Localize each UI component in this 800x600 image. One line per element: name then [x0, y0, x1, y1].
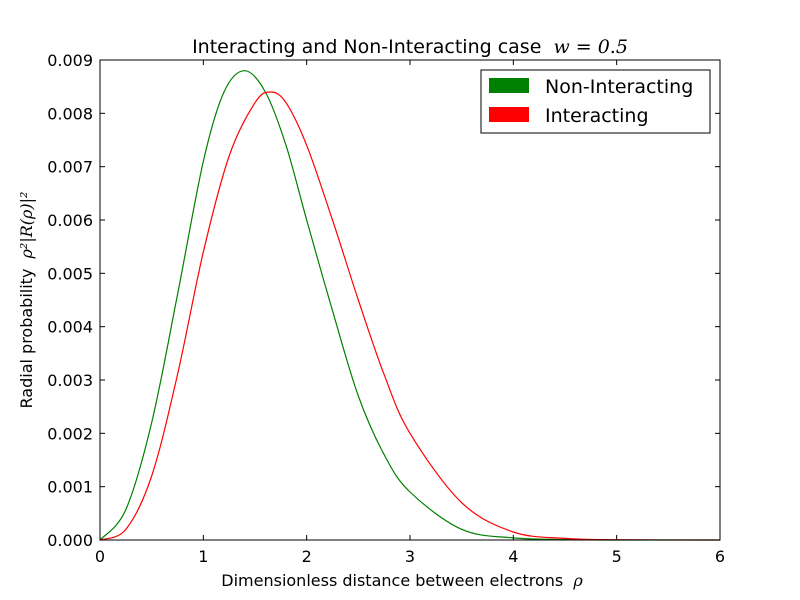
plot-area [100, 60, 720, 540]
y-axis-label: Radial probability ρ²|R(ρ)|² [17, 192, 36, 409]
y-tick-label: 0.006 [47, 211, 93, 230]
legend-swatch-interacting [489, 107, 529, 122]
legend-swatch-non-interacting [489, 78, 529, 93]
chart-title-math: w = 0.5 [553, 36, 627, 58]
series-line-interacting [99, 91, 721, 541]
legend-label-interacting: Interacting [545, 105, 649, 127]
y-tick-label: 0.009 [47, 51, 93, 70]
x-axis-label: Dimensionless distance between electrons… [221, 571, 583, 590]
y-axis-label-text: Radial probability [17, 269, 36, 409]
x-tick-label: 0 [95, 547, 105, 566]
x-tick-label: 3 [405, 547, 415, 566]
y-tick-label: 0.003 [47, 371, 93, 390]
y-tick-label: 0.008 [47, 104, 93, 123]
x-tick-label: 6 [715, 547, 725, 566]
x-tick-label: 2 [302, 547, 312, 566]
y-tick-label: 0.002 [47, 424, 93, 443]
y-tick-label: 0.005 [47, 264, 93, 283]
y-axis-label-math: ρ²|R(ρ)|² [17, 192, 36, 260]
x-axis-label-text: Dimensionless distance between electrons [221, 571, 563, 590]
y-tick-label: 0.004 [47, 318, 93, 337]
x-tick-label: 4 [508, 547, 518, 566]
legend: Non-Interacting Interacting [480, 69, 711, 134]
chart-title: Interacting and Non-Interacting case w =… [192, 36, 628, 58]
legend-label-non-interacting: Non-Interacting [545, 76, 693, 98]
x-tick-label: 1 [198, 547, 208, 566]
x-axis-label-math: ρ [572, 571, 583, 590]
y-tick-label: 0.001 [47, 478, 93, 497]
x-tick-label: 5 [612, 547, 622, 566]
plot-frame [99, 59, 721, 541]
y-tick-label: 0.007 [47, 158, 93, 177]
chart-title-text: Interacting and Non-Interacting case [192, 36, 541, 58]
y-tick-label: 0.000 [47, 531, 93, 550]
